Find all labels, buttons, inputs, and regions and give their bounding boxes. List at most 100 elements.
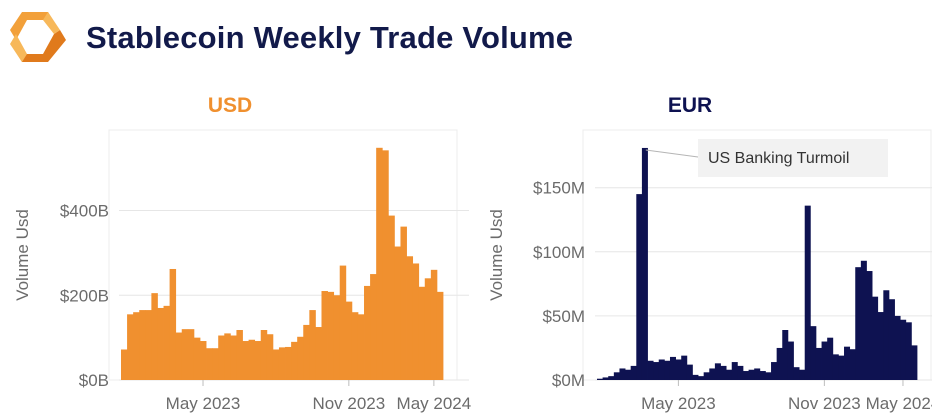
annotation-box bbox=[698, 139, 888, 177]
eur-y-tick-label: $150M bbox=[533, 179, 585, 198]
usd-bar bbox=[266, 334, 274, 380]
eur-bar bbox=[608, 376, 615, 380]
eur-x-tick-label: Nov 2023 bbox=[788, 394, 861, 413]
eur-bar bbox=[737, 365, 744, 380]
eur-bar bbox=[675, 359, 682, 380]
usd-bar bbox=[364, 285, 371, 380]
eur-bar bbox=[810, 326, 817, 380]
usd-bar bbox=[394, 246, 401, 380]
eur-bar bbox=[669, 356, 676, 380]
usd-bar bbox=[418, 286, 426, 380]
eur-bar bbox=[681, 355, 688, 380]
usd-x-tick-label: May 2024 bbox=[397, 394, 472, 413]
usd-bar bbox=[424, 278, 432, 380]
eur-bar bbox=[625, 369, 632, 380]
eur-bar bbox=[613, 372, 620, 380]
usd-x-tick-label: May 2023 bbox=[166, 394, 241, 413]
usd-bar bbox=[212, 348, 219, 380]
eur-y-tick-label: $50M bbox=[542, 307, 585, 326]
eur-y-axis-label: Volume Usd bbox=[487, 209, 506, 301]
usd-chart-title: USD bbox=[208, 94, 252, 117]
eur-bar bbox=[866, 271, 873, 380]
eur-bar bbox=[709, 368, 716, 380]
eur-bar bbox=[714, 363, 721, 380]
eur-bar bbox=[720, 365, 727, 380]
usd-y-tick-label: $200B bbox=[60, 286, 109, 305]
usd-y-tick-label: $400B bbox=[60, 202, 109, 221]
eur-bar bbox=[630, 365, 637, 380]
eur-bar bbox=[900, 319, 907, 380]
eur-chart: EUR Volume Usd $0M $50M $100M $150M May 202… bbox=[487, 94, 932, 413]
usd-bar bbox=[303, 324, 310, 380]
usd-bar bbox=[297, 336, 304, 380]
eur-bar bbox=[658, 359, 665, 380]
eur-bar bbox=[838, 355, 845, 380]
eur-bar bbox=[860, 260, 867, 380]
usd-bar bbox=[157, 307, 164, 380]
eur-bar bbox=[686, 364, 693, 380]
usd-x-tick-label: Nov 2023 bbox=[312, 394, 385, 413]
usd-bar bbox=[430, 269, 438, 380]
usd-bar bbox=[193, 337, 201, 380]
usd-y-axis-label: Volume Usd bbox=[13, 209, 32, 301]
usd-bar bbox=[133, 312, 140, 380]
eur-bar bbox=[799, 369, 806, 380]
eur-bar bbox=[692, 374, 699, 380]
eur-bar bbox=[877, 312, 884, 380]
eur-x-tick-label: May 2024 bbox=[866, 394, 932, 413]
usd-bar bbox=[278, 347, 286, 380]
eur-bar bbox=[771, 362, 778, 380]
usd-y-tick-label: $0B bbox=[79, 371, 109, 390]
eur-bar bbox=[815, 347, 822, 380]
eur-bar bbox=[821, 341, 828, 380]
eur-bar bbox=[619, 368, 626, 380]
eur-bar bbox=[636, 194, 643, 380]
usd-bar bbox=[127, 314, 134, 380]
usd-bar bbox=[218, 335, 225, 380]
usd-bar bbox=[291, 341, 298, 380]
eur-bar bbox=[832, 354, 839, 380]
usd-bar bbox=[382, 150, 389, 380]
eur-bar bbox=[905, 322, 912, 380]
usd-bar bbox=[370, 274, 377, 380]
usd-bar bbox=[400, 226, 407, 380]
eur-bar bbox=[731, 362, 738, 380]
eur-bar bbox=[888, 299, 895, 380]
usd-chart: USD Volume Usd $0B $200B $400B May 2023 Nov… bbox=[13, 94, 471, 413]
usd-bar bbox=[206, 348, 213, 380]
usd-bar bbox=[345, 301, 353, 380]
usd-bar bbox=[230, 335, 237, 380]
usd-bar bbox=[224, 333, 231, 380]
usd-bar bbox=[199, 341, 207, 380]
usd-bar bbox=[121, 349, 128, 380]
usd-bar bbox=[357, 314, 365, 380]
usd-bar bbox=[248, 339, 256, 380]
eur-bar bbox=[698, 376, 705, 380]
eur-bar bbox=[827, 337, 834, 380]
eur-bar bbox=[849, 349, 856, 380]
eur-bar bbox=[653, 362, 660, 380]
usd-bar bbox=[187, 329, 195, 380]
eur-bar bbox=[782, 330, 789, 380]
usd-bar bbox=[169, 268, 177, 380]
eur-bar bbox=[883, 290, 890, 380]
usd-bar bbox=[327, 291, 335, 380]
eur-bar bbox=[855, 267, 862, 380]
eur-y-tick-label: $100M bbox=[533, 243, 585, 262]
usd-bar bbox=[163, 305, 171, 380]
annotation-label: US Banking Turmoil bbox=[708, 150, 849, 167]
eur-bar bbox=[793, 367, 800, 380]
eur-bar bbox=[872, 296, 879, 380]
usd-bar bbox=[260, 330, 268, 380]
usd-bar bbox=[388, 215, 395, 380]
eur-bar bbox=[748, 369, 755, 380]
usd-bar bbox=[272, 349, 280, 380]
usd-bar bbox=[254, 341, 262, 380]
usd-bar bbox=[339, 265, 347, 380]
eur-bar bbox=[776, 347, 783, 380]
eur-bar bbox=[703, 372, 710, 380]
eur-bar bbox=[844, 346, 851, 380]
usd-bar bbox=[376, 147, 383, 380]
usd-bar bbox=[285, 346, 292, 380]
eur-bar bbox=[597, 378, 604, 380]
